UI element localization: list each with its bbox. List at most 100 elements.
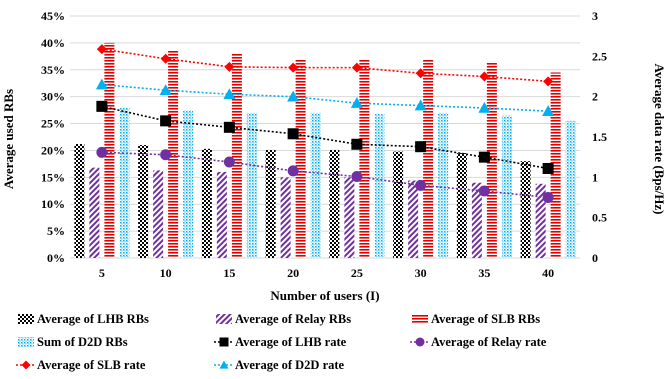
bar-series-group — [74, 42, 576, 259]
line-point — [224, 61, 235, 72]
line-point — [223, 156, 235, 168]
line-point — [415, 179, 427, 191]
bar — [329, 149, 340, 258]
bar — [153, 170, 164, 258]
y2-tick-label: 1.5 — [592, 130, 607, 144]
y2-axis-label: Average data rate (Bps/Hz) — [652, 63, 664, 214]
line-point — [415, 68, 426, 79]
x-tick-label: 10 — [160, 266, 172, 280]
y2-tick-label: 2 — [592, 90, 598, 104]
x-tick-label: 5 — [99, 266, 105, 280]
bar — [423, 59, 434, 259]
x-tick-label: 15 — [223, 266, 235, 280]
bar — [550, 72, 561, 258]
bar — [74, 143, 85, 258]
x-tick-label: 25 — [351, 266, 363, 280]
x-tick-label: 40 — [542, 266, 554, 280]
line-point — [351, 138, 363, 150]
y2-axis-ticks: 0 0.5 1 1.5 2 2.5 3 — [592, 9, 607, 265]
line-point — [223, 121, 235, 133]
line-point — [287, 128, 299, 140]
legend-label: Average of SLB rate — [37, 358, 146, 372]
line-point — [159, 84, 172, 96]
legend-label: Average of D2D rate — [235, 358, 345, 372]
bar — [265, 149, 276, 258]
legend: Average of LHB RBs Average of Relay RBs Av… — [16, 312, 547, 372]
bar — [438, 112, 449, 258]
line-point — [95, 78, 108, 90]
line-point — [351, 171, 363, 183]
bar — [246, 112, 257, 258]
y-tick-label: 25% — [41, 117, 65, 131]
bar — [471, 182, 482, 258]
y-tick-label: 15% — [41, 170, 65, 184]
line-point — [543, 76, 554, 87]
y-axis-label: Average used RBs — [1, 89, 16, 189]
legend-label: Average of Relay RBs — [235, 312, 351, 326]
y-tick-label: 5% — [47, 224, 65, 238]
line-point — [160, 115, 172, 127]
bar — [535, 183, 546, 258]
line-point — [288, 62, 299, 73]
y-tick-label: 35% — [41, 63, 65, 77]
line-series — [101, 105, 549, 170]
line-point — [287, 165, 299, 177]
line-point — [478, 185, 490, 197]
line-series — [101, 48, 549, 83]
line-point — [415, 337, 425, 347]
y-tick-label: 40% — [41, 36, 65, 50]
line-point — [542, 192, 554, 203]
bar — [408, 180, 419, 258]
legend-swatch — [18, 337, 34, 347]
legend-label: Average of SLB RBs — [431, 312, 540, 326]
line-point — [414, 99, 427, 111]
x-axis-label: Number of users (I) — [270, 288, 379, 303]
line-point — [351, 62, 362, 73]
bar — [486, 61, 497, 258]
bar — [119, 107, 130, 258]
y2-tick-label: 2.5 — [592, 49, 607, 63]
y2-tick-label: 0 — [592, 251, 598, 265]
line-point — [96, 44, 107, 55]
bar — [231, 53, 242, 259]
x-tick-label: 30 — [415, 266, 427, 280]
y-tick-label: 20% — [41, 143, 65, 157]
bar — [201, 148, 212, 258]
line-point — [96, 100, 108, 112]
line-point — [96, 146, 108, 158]
y2-tick-label: 3 — [592, 9, 598, 23]
line-point — [350, 97, 363, 108]
bar — [520, 161, 531, 258]
line-point — [160, 149, 172, 161]
y-axis-ticks: 0% 5% 10% 15% 20% 25% 30% 35% 40% 45% — [41, 9, 65, 265]
bar — [280, 177, 291, 258]
bar — [138, 145, 149, 258]
y-tick-label: 10% — [41, 197, 65, 211]
legend-label: Average of LHB rate — [235, 335, 347, 349]
y-tick-label: 45% — [41, 9, 65, 23]
bar — [310, 112, 321, 258]
bar — [183, 110, 194, 258]
x-tick-label: 35 — [478, 266, 490, 280]
bar — [501, 115, 512, 258]
bar — [359, 59, 370, 259]
line-point — [287, 90, 300, 102]
bar — [295, 59, 306, 259]
legend-swatch — [216, 314, 232, 324]
legend-swatch — [412, 314, 428, 324]
line-point — [415, 141, 427, 153]
bar — [168, 50, 179, 259]
legend-label: Average of Relay rate — [431, 335, 547, 349]
x-axis-ticks: 5 10 15 20 25 30 35 40 — [99, 266, 554, 280]
line-point — [223, 88, 236, 100]
bar — [104, 42, 115, 259]
legend-label: Sum of D2D RBs — [37, 335, 128, 349]
line-series-group — [95, 44, 555, 203]
line-point — [542, 162, 554, 174]
line-series — [101, 83, 549, 112]
line-point — [219, 337, 229, 347]
y-tick-label: 30% — [41, 90, 65, 104]
bar — [89, 167, 100, 258]
bar — [456, 153, 467, 258]
